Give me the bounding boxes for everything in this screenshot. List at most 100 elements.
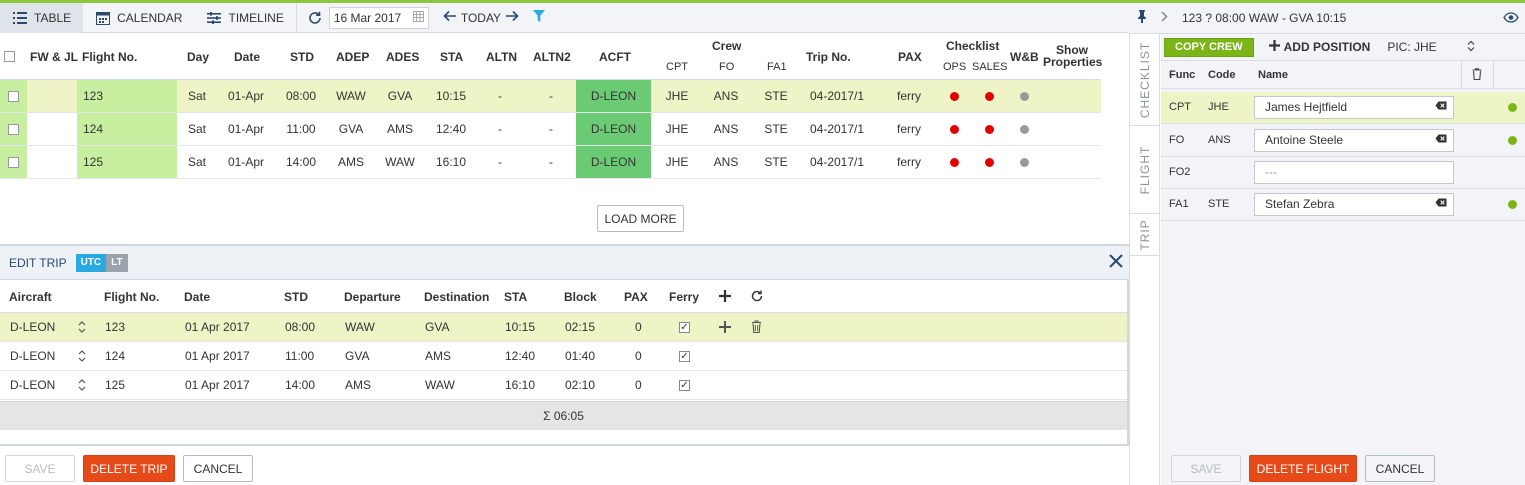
acft-cell[interactable]: D-LEON [576,80,651,112]
trip-leg-row[interactable]: D-LEON 125 01 Apr 2017 14:00 AMS WAW 16:… [0,371,1129,400]
flight-row[interactable]: 124 Sat 01-Apr 11:00 GVA AMS 12:40 - - D… [0,113,1101,146]
wb-status-dot[interactable] [1014,113,1034,145]
trip-no-cell[interactable]: 04-2017/1 [809,155,865,169]
ops-status-dot[interactable] [944,80,964,112]
departure-cell[interactable]: AMS [345,378,372,392]
crew-row[interactable]: FO2 --- [1161,157,1525,189]
destination-cell[interactable]: AMS [425,349,452,363]
crew-name-input[interactable]: Stefan Zebra [1254,193,1454,216]
acft-cell[interactable]: D-LEON [576,113,651,145]
load-more-button[interactable]: LOAD MORE [597,205,684,232]
timezone-toggle[interactable]: UTC LT [75,253,128,272]
flight-no-cell[interactable]: 123 [77,80,177,112]
flight-row[interactable]: 125 Sat 01-Apr 14:00 AMS WAW 16:10 - - D… [0,146,1101,179]
date-cell[interactable]: 01 Apr 2017 [185,378,250,392]
sort-arrows-icon[interactable] [78,313,86,351]
refresh-icon[interactable] [307,10,323,26]
eye-icon[interactable] [1503,12,1519,26]
add-leg-icon[interactable] [719,290,731,305]
arrow-right-icon[interactable] [505,10,519,25]
date-cell[interactable]: 01 Apr 2017 [185,349,250,363]
sta-cell[interactable]: 16:10 [505,378,536,392]
cancel-flight-button[interactable]: CANCEL [1365,455,1435,482]
tab-trip[interactable]: TRIP [1130,214,1160,256]
aircraft-cell[interactable]: D-LEON [10,320,56,334]
sales-status-dot[interactable] [979,80,999,112]
crew-row[interactable]: FA1 STE Stefan Zebra [1161,189,1525,221]
cancel-trip-button[interactable]: CANCEL [183,455,253,482]
trip-leg-row[interactable]: D-LEON 124 01 Apr 2017 11:00 GVA AMS 12:… [0,342,1129,371]
clear-icon[interactable] [1435,130,1447,151]
crew-row[interactable]: FO ANS Antoine Steele [1161,125,1525,157]
trash-icon[interactable] [751,313,762,351]
destination-cell[interactable]: WAW [425,378,455,392]
tab-calendar[interactable]: CALENDAR [83,3,194,33]
trip-leg-row[interactable]: D-LEON 123 01 Apr 2017 08:00 WAW GVA 10:… [0,313,1129,342]
sort-arrows-icon[interactable] [78,342,86,380]
copy-crew-button[interactable]: COPY CREW [1164,37,1254,57]
sort-arrows-icon[interactable] [78,371,86,409]
flight-no-cell[interactable]: 123 [105,320,126,334]
ops-status-dot[interactable] [944,113,964,145]
row-checkbox[interactable] [0,80,27,112]
sta-cell[interactable]: 10:15 [505,320,536,334]
date-picker[interactable]: 16 Mar 2017 [328,6,429,29]
refresh-legs-icon[interactable] [751,290,763,305]
destination-cell[interactable]: GVA [425,320,450,334]
std-cell[interactable]: 14:00 [285,378,316,392]
departure-cell[interactable]: WAW [345,320,375,334]
departure-cell[interactable]: GVA [345,349,370,363]
ferry-checkbox[interactable]: ✓ [679,321,690,334]
tab-flight[interactable]: FLIGHT [1130,126,1160,214]
add-icon[interactable] [719,313,731,351]
trip-no-cell[interactable]: 04-2017/1 [809,89,865,103]
sales-status-dot[interactable] [979,146,999,178]
flight-no-cell[interactable]: 125 [77,146,177,178]
tab-table[interactable]: TABLE [0,2,84,33]
utc-option[interactable]: UTC [75,253,107,272]
trip-no-cell[interactable]: 04-2017/1 [809,122,865,136]
chevron-right-icon[interactable] [1161,11,1168,25]
select-all-checkbox[interactable] [4,49,15,63]
clear-icon[interactable] [1435,97,1447,118]
close-icon[interactable] [1109,252,1123,272]
today-button[interactable]: TODAY [460,10,502,25]
row-checkbox[interactable] [0,113,27,145]
arrow-left-icon[interactable] [443,10,457,25]
pax-cell[interactable]: 0 [635,349,642,363]
tab-timeline[interactable]: TIMELINE [194,3,295,33]
crew-row[interactable]: CPT JHE James Hejtfield [1161,92,1525,124]
pax-cell[interactable]: 0 [635,320,642,334]
acft-cell[interactable]: D-LEON [576,146,651,178]
ferry-checkbox[interactable]: ✓ [679,350,690,363]
clear-icon[interactable] [1435,194,1447,215]
trash-icon[interactable] [1472,68,1482,83]
crew-name-input[interactable]: --- [1254,161,1454,184]
pax-cell[interactable]: 0 [635,378,642,392]
aircraft-cell[interactable]: D-LEON [10,378,56,392]
flight-no-cell[interactable]: 124 [105,349,126,363]
sta-cell[interactable]: 12:40 [505,349,536,363]
lt-option[interactable]: LT [106,253,128,272]
std-cell[interactable]: 08:00 [285,320,316,334]
wb-status-dot[interactable] [1014,80,1034,112]
save-trip-button[interactable]: SAVE [5,455,75,482]
date-cell[interactable]: 01 Apr 2017 [185,320,250,334]
crew-name-input[interactable]: James Hejtfield [1254,96,1454,119]
flight-row[interactable]: 123 Sat 01-Apr 08:00 WAW GVA 10:15 - - D… [0,80,1101,113]
tab-checklist[interactable]: CHECKLIST [1130,34,1160,126]
sales-status-dot[interactable] [979,113,999,145]
save-flight-button[interactable]: SAVE [1171,455,1241,482]
ops-status-dot[interactable] [944,146,964,178]
flight-no-cell[interactable]: 124 [77,113,177,145]
delete-flight-button[interactable]: DELETE FLIGHT [1249,455,1357,482]
add-position-button[interactable]: ADD POSITION [1268,40,1370,54]
aircraft-cell[interactable]: D-LEON [10,349,56,363]
wb-status-dot[interactable] [1014,146,1034,178]
crew-name-input[interactable]: Antoine Steele [1254,129,1454,152]
pin-icon[interactable] [1137,10,1147,26]
delete-trip-button[interactable]: DELETE TRIP [83,455,175,482]
row-checkbox[interactable] [0,146,27,178]
filter-icon[interactable] [533,10,546,25]
pic-select[interactable]: PIC: JHE [1387,40,1475,55]
